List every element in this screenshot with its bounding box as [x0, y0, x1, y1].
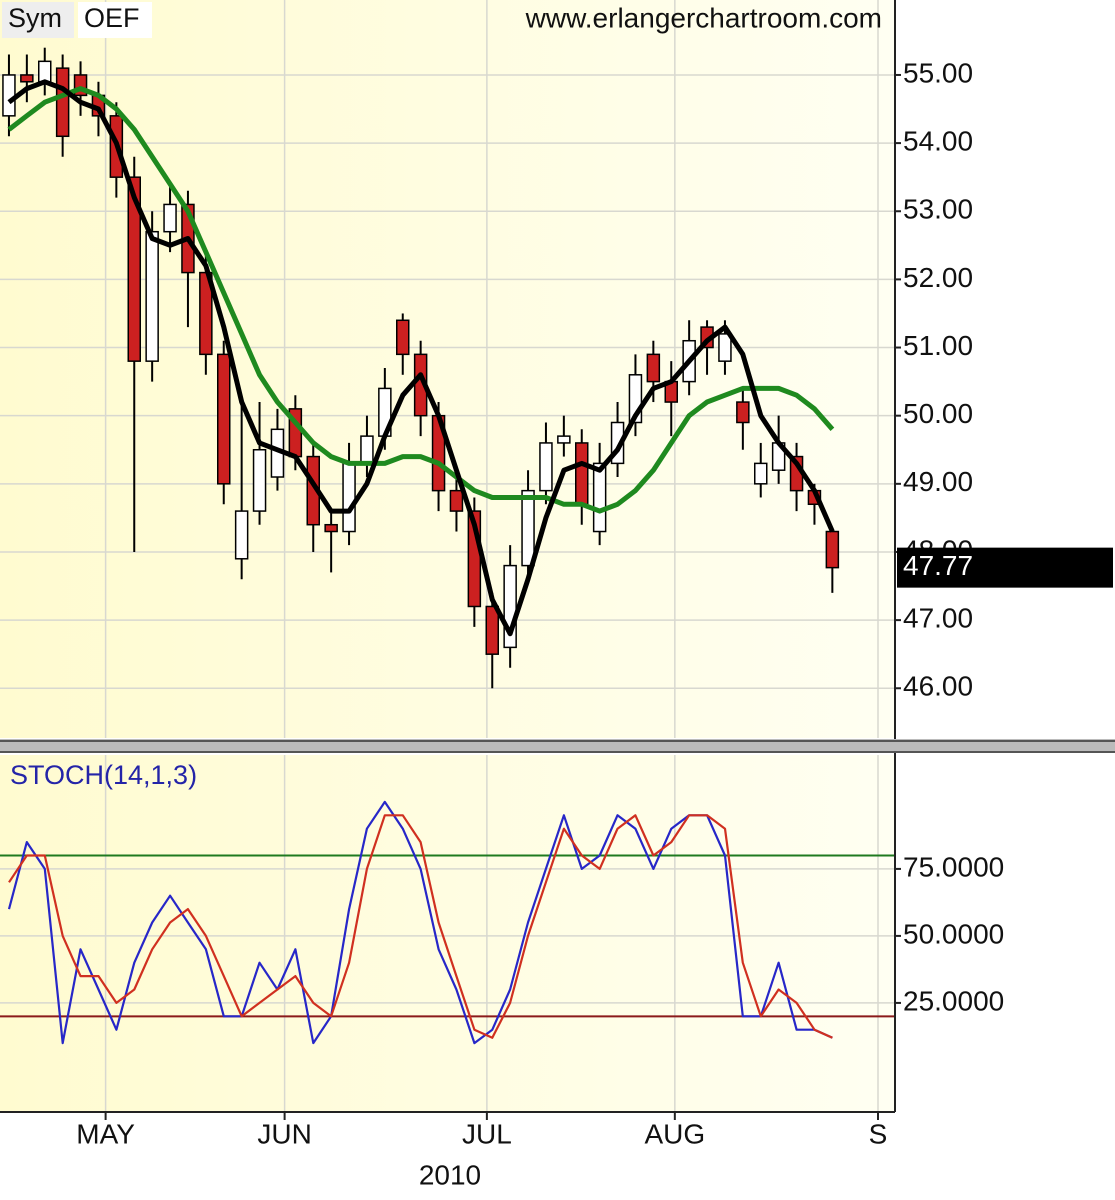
- candle-body: [485, 605, 499, 655]
- moving-average: [7, 79, 835, 637]
- candle-body: [754, 462, 768, 485]
- candle-body: [342, 462, 356, 533]
- x-tick-label: MAY: [76, 1118, 135, 1149]
- candle-body: [20, 74, 34, 83]
- x-tick-label: AUG: [644, 1118, 705, 1149]
- candle-body: [252, 449, 267, 512]
- y-tick-label: 47.00: [903, 603, 973, 634]
- moving-average: [7, 86, 835, 514]
- symbol-label: Sym: [8, 3, 62, 33]
- source: www.erlangerchartroom.com: [525, 2, 882, 33]
- candle-body: [396, 319, 410, 356]
- y-tick-label: 49.00: [903, 466, 973, 497]
- y-tick-label: 51.00: [903, 330, 973, 361]
- candle-body: [234, 510, 249, 560]
- symbol: OEF: [84, 3, 140, 33]
- grid: [0, 0, 895, 1112]
- y-tick-label: 50.0000: [903, 918, 1004, 949]
- candle-body: [736, 401, 750, 424]
- x-tick-label: JUN: [257, 1118, 311, 1149]
- candle-body: [145, 230, 159, 362]
- candle-body: [38, 60, 52, 83]
- candle-body: [575, 442, 589, 506]
- stoch-line: [8, 814, 833, 1039]
- candle-body: [55, 67, 70, 138]
- stoch-title: STOCH(14,1,3): [10, 760, 197, 790]
- candle-body: [360, 435, 374, 465]
- y-tick-label: 55.00: [903, 57, 973, 88]
- panel-separator: [0, 739, 1115, 753]
- candle-body: [324, 523, 338, 533]
- y-tick-label: 54.00: [903, 125, 973, 156]
- last-price-label: 47.77: [903, 550, 973, 581]
- y-tick-label: 53.00: [903, 194, 973, 225]
- stoch-panel-bg: [0, 755, 895, 1112]
- candle-body: [163, 203, 177, 233]
- candle-body: [449, 489, 464, 512]
- last-price-box: [897, 547, 1113, 588]
- candle-body: [521, 489, 535, 567]
- x-tick-label: JUL: [462, 1118, 512, 1149]
- candle-body: [2, 74, 16, 117]
- symbol-label-box: [2, 2, 74, 38]
- y-tick-label: 50.00: [903, 398, 973, 429]
- candle-body: [127, 176, 141, 362]
- y-tick-label: 25.0000: [903, 985, 1004, 1016]
- marks: [0, 47, 895, 1045]
- candle-body: [217, 353, 231, 485]
- symbol-box: [78, 2, 152, 38]
- x-axis-label: 2010: [419, 1159, 481, 1190]
- candle-body: [557, 435, 571, 444]
- x-tick-label: S: [869, 1118, 888, 1149]
- y-tick-label: 75.0000: [903, 851, 1004, 882]
- candle-body: [646, 353, 661, 383]
- candle-body: [718, 333, 732, 362]
- candle-body: [825, 530, 840, 569]
- y-tick-label: 46.00: [903, 671, 973, 702]
- y-tick-label: 52.00: [903, 262, 973, 293]
- candle-body: [592, 462, 607, 533]
- candle-body: [539, 442, 553, 492]
